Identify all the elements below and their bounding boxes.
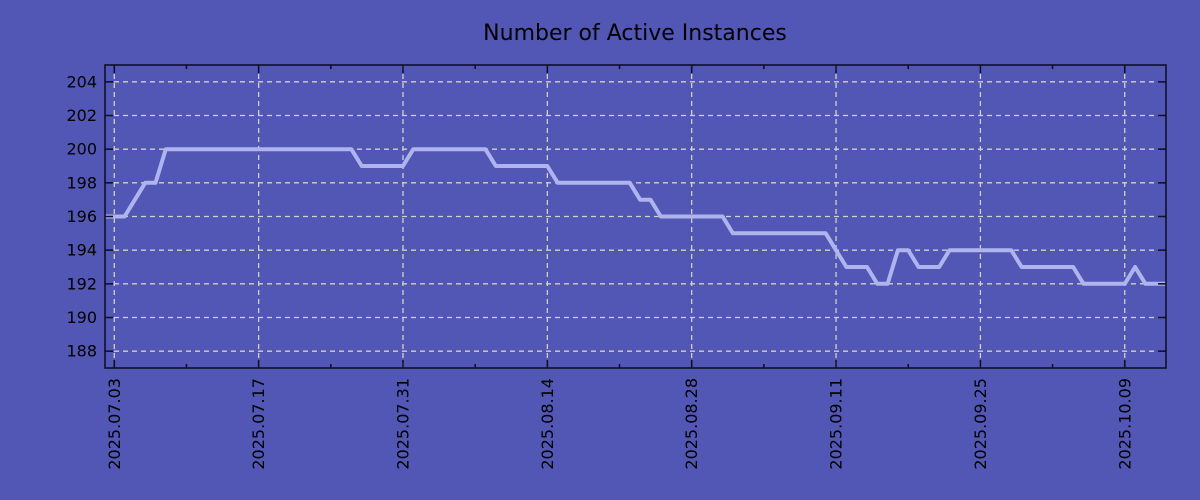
x-tick-label: 2025.09.11: [827, 378, 846, 470]
axis-layer: [104, 64, 1167, 369]
x-tick-label: 2025.10.09: [1115, 378, 1134, 470]
y-tick-label: 196: [66, 207, 97, 226]
y-tick-label: 192: [66, 274, 97, 293]
y-tick-label: 200: [66, 140, 97, 159]
y-tick-label: 188: [66, 342, 97, 361]
x-tick-label: 2025.07.31: [393, 378, 412, 470]
data-line: [105, 147, 1166, 286]
tick-label-layer: 188 190 192 194 196 198 200 202 204 2025.07.03 202…: [66, 72, 1134, 469]
series-layer: [105, 147, 1166, 286]
x-tick-label: 2025.08.14: [538, 378, 557, 470]
y-tick-label: 202: [66, 106, 97, 125]
chart-title: Number of Active Instances: [483, 21, 787, 46]
x-tick-label: 2025.07.03: [105, 378, 124, 470]
y-tick-label: 198: [66, 173, 97, 192]
x-tick-label: 2025.08.28: [682, 378, 701, 470]
y-tick-label: 190: [66, 308, 97, 327]
x-tick-label: 2025.07.17: [249, 378, 268, 470]
y-tick-label: 194: [66, 241, 97, 260]
x-tick-label: 2025.09.25: [971, 378, 990, 470]
y-tick-label: 204: [66, 72, 97, 91]
